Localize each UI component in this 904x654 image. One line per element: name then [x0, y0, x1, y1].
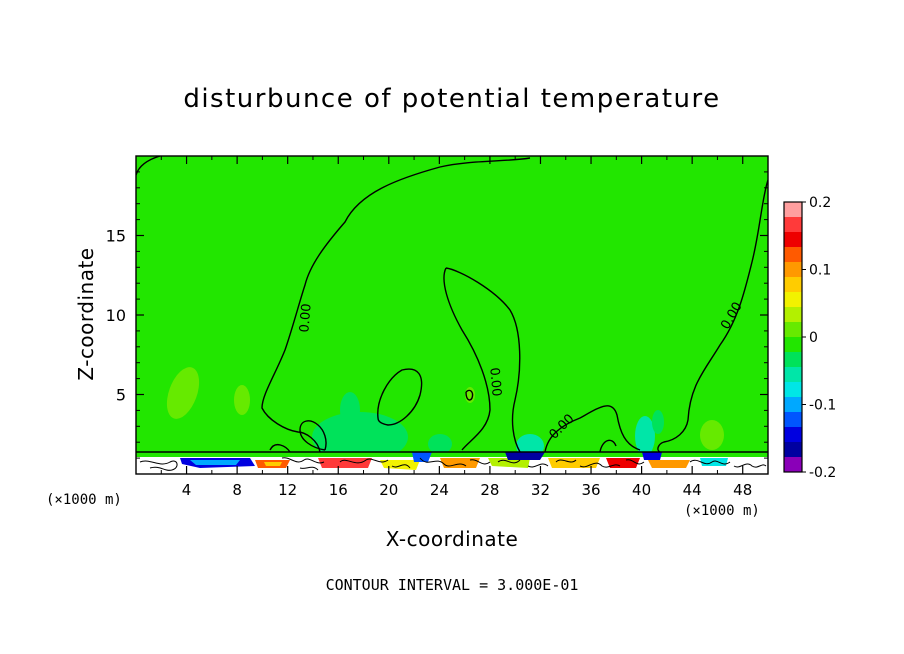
colorbar-swatch: [784, 232, 802, 248]
boundary-layer-patch: [264, 462, 282, 466]
colorbar-swatch: [784, 247, 802, 263]
colorbar-swatch: [784, 277, 802, 293]
y-axis-label: Z-coordinate: [74, 247, 98, 381]
colorbar-tick-label: -0.1: [809, 398, 836, 414]
cool-region: [652, 410, 664, 434]
colorbar: 0.2 0.1 0 -0.1 -0.2: [783, 195, 836, 481]
boundary-contour: [419, 457, 491, 467]
colorbar-swatch: [784, 367, 802, 383]
boundary-layer-patch: [412, 452, 432, 462]
plot-field: [136, 156, 768, 474]
contour-line: [136, 156, 161, 176]
x-tick-label: 48: [733, 481, 752, 499]
warm-blob: [700, 420, 724, 450]
boundary-contour: [579, 459, 645, 468]
boundary-layer-patch: [548, 458, 600, 468]
boundary-layer-patch: [190, 460, 240, 465]
contour-line: [269, 443, 291, 453]
colorbar-swatch: [784, 442, 802, 458]
x-tick-label: 36: [581, 481, 600, 499]
x-tick-label: 32: [531, 481, 550, 499]
x-unit-label: (×1000 m): [684, 503, 760, 519]
warm-blob: [234, 385, 250, 415]
contour-line: [544, 405, 641, 453]
cool-region: [428, 434, 452, 454]
colorbar-tick-label: 0.2: [809, 195, 831, 211]
x-tick-label: 4: [182, 481, 192, 499]
contour-line: [657, 179, 768, 453]
contour-line: [465, 389, 474, 401]
contour-label: 0.00: [297, 303, 314, 333]
boundary-layer-strip: [136, 452, 768, 457]
contour-interval-note: CONTOUR INTERVAL = 3.000E-01: [325, 576, 579, 594]
x-unit-label: (×1000 m): [46, 492, 122, 508]
colorbar-tick-label: -0.2: [809, 465, 836, 481]
boundary-contour: [339, 458, 411, 469]
x-tick-label: 8: [232, 481, 242, 499]
contour-line: [261, 157, 531, 453]
colorbar-swatch: [784, 217, 802, 233]
contour-label: 0.00: [486, 367, 503, 397]
boundary-layer-patch: [648, 460, 690, 468]
boundary-layer-patch: [505, 452, 545, 460]
colorbar-swatch: [784, 412, 802, 428]
colorbar-swatch: [784, 292, 802, 308]
y-axis: 5 10 15: [106, 171, 768, 459]
contour-line: [443, 267, 521, 453]
x-tick-label: 20: [379, 481, 398, 499]
colorbar-tick-label: 0: [809, 330, 818, 346]
colorbar-swatch: [784, 457, 802, 473]
contour-line: [377, 368, 423, 426]
colorbar-swatch: [784, 382, 802, 398]
contour-line: [299, 420, 327, 451]
cool-region: [340, 392, 360, 428]
boundary-contour: [497, 459, 577, 468]
boundary-layer-patch: [700, 458, 728, 466]
colorbar-swatch: [784, 427, 802, 443]
colorbar-swatch: [784, 202, 802, 218]
x-tick-label: 12: [278, 481, 297, 499]
y-tick-label: 10: [106, 306, 126, 325]
colorbar-tick-label: 0.1: [809, 263, 831, 279]
x-axis-label: X-coordinate: [385, 527, 519, 551]
boundary-layer-patch: [440, 458, 480, 468]
colorbar-swatch: [784, 397, 802, 413]
x-tick-label: 24: [430, 481, 449, 499]
colorbar-swatch: [784, 262, 802, 278]
x-tick-label: 16: [329, 481, 348, 499]
chart-title: disturbunce of potential temperature: [183, 84, 721, 114]
x-axis: 4 8 12 16 20 24 28 32 36 40 44 48: [160, 156, 752, 499]
colorbar-swatch: [784, 322, 802, 338]
colorbar-swatch: [784, 337, 802, 353]
y-tick-label: 15: [106, 227, 126, 246]
boundary-contour: [281, 457, 325, 471]
x-tick-label: 44: [683, 481, 702, 499]
x-tick-label: 40: [632, 481, 651, 499]
y-tick-label: 5: [116, 386, 126, 405]
colorbar-swatch: [784, 352, 802, 368]
boundary-contour: [689, 459, 767, 468]
colorbar-swatch: [784, 307, 802, 323]
boundary-contour: [139, 460, 178, 471]
x-tick-label: 28: [480, 481, 499, 499]
cool-region: [635, 416, 655, 456]
contour-line: [599, 439, 617, 453]
boundary-layer-patch: [642, 452, 662, 460]
boundary-layer-patch: [318, 458, 372, 468]
warm-blob: [166, 367, 200, 419]
